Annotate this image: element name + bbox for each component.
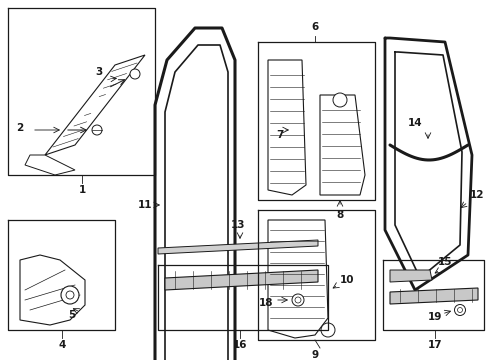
Text: 9: 9	[311, 350, 318, 360]
Polygon shape	[158, 240, 317, 254]
Circle shape	[332, 93, 346, 107]
Circle shape	[291, 294, 304, 306]
Text: 17: 17	[427, 340, 442, 350]
Text: 13: 13	[230, 220, 245, 230]
Polygon shape	[45, 55, 145, 155]
Polygon shape	[164, 270, 317, 290]
Polygon shape	[389, 270, 431, 282]
Text: 6: 6	[311, 22, 318, 32]
Circle shape	[130, 69, 140, 79]
Polygon shape	[319, 95, 364, 195]
Text: 12: 12	[469, 190, 484, 200]
Polygon shape	[20, 255, 85, 325]
Circle shape	[320, 323, 334, 337]
Text: 18: 18	[258, 298, 272, 308]
Text: 2: 2	[16, 123, 23, 133]
Text: 10: 10	[339, 275, 354, 285]
Text: 8: 8	[336, 210, 343, 220]
Text: 19: 19	[427, 312, 441, 322]
Text: 3: 3	[96, 67, 103, 77]
Circle shape	[92, 125, 102, 135]
Polygon shape	[267, 60, 305, 195]
Circle shape	[453, 305, 465, 315]
Text: 14: 14	[407, 118, 422, 128]
Text: 5: 5	[68, 310, 75, 320]
Text: 16: 16	[232, 340, 247, 350]
Text: 11: 11	[138, 200, 152, 210]
Text: 4: 4	[58, 340, 65, 350]
Text: 15: 15	[437, 257, 451, 267]
Text: 1: 1	[78, 185, 85, 195]
Polygon shape	[267, 220, 327, 338]
Circle shape	[66, 291, 74, 299]
Polygon shape	[25, 155, 75, 175]
Text: 7: 7	[276, 130, 284, 140]
Circle shape	[457, 307, 462, 312]
Circle shape	[294, 297, 301, 303]
Circle shape	[61, 286, 79, 304]
Polygon shape	[389, 288, 477, 304]
